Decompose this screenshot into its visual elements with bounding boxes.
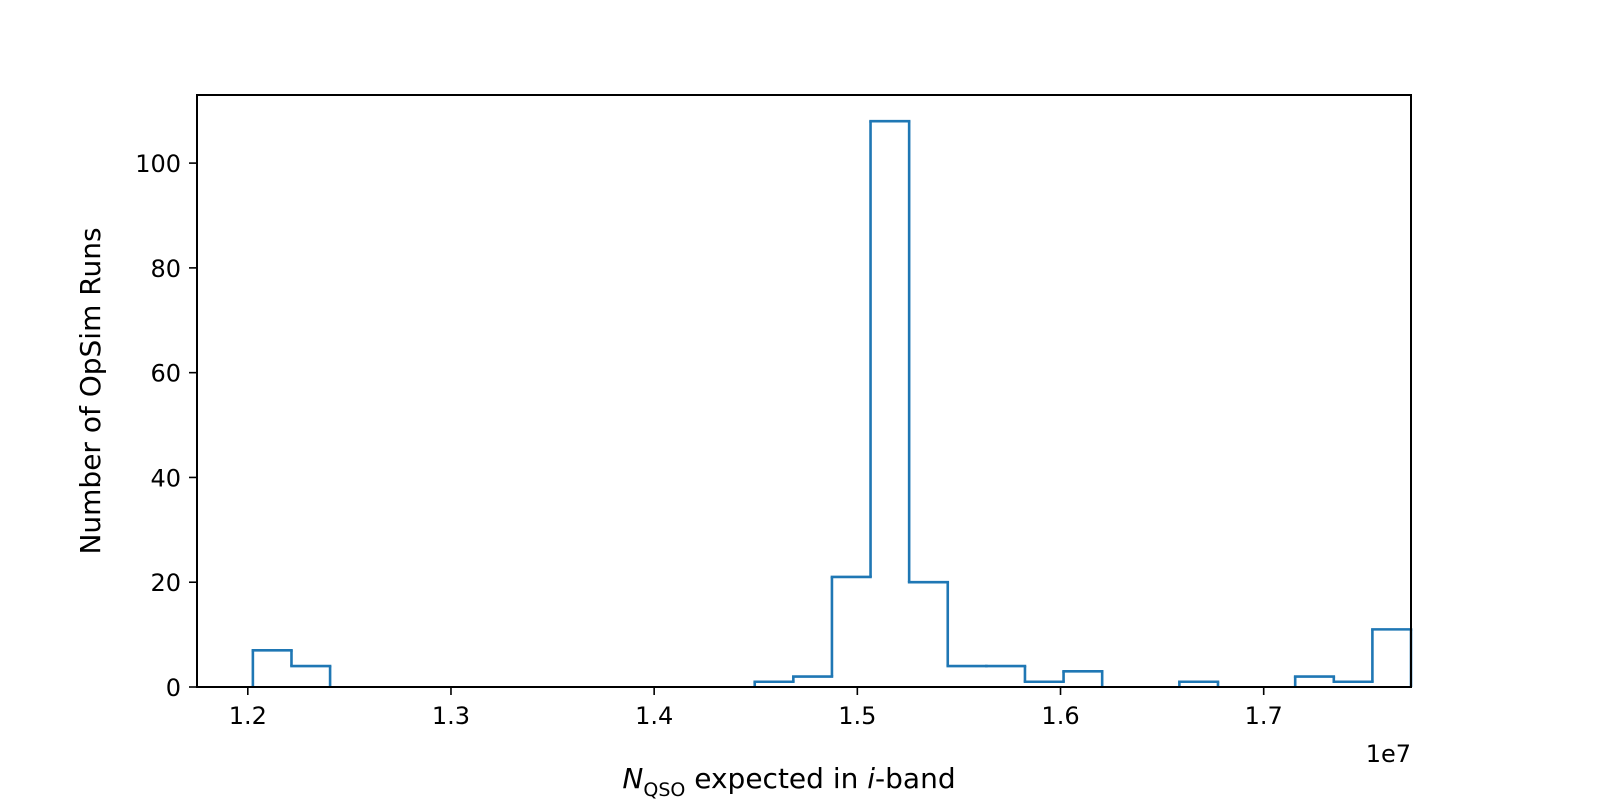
x-tick-label: 1.2 [229, 702, 267, 730]
y-axis-label: Number of OpSim Runs [74, 227, 107, 554]
x-axis-ticks: 1.2 1.3 1.4 1.5 1.6 1.7 [229, 687, 1283, 730]
y-tick-label: 100 [135, 150, 181, 178]
x-tick-label: 1.7 [1245, 702, 1283, 730]
x-axis-label-symbol: N [622, 762, 643, 795]
y-tick-label: 0 [166, 674, 181, 702]
x-tick-label: 1.6 [1041, 702, 1079, 730]
y-tick-label: 20 [150, 569, 181, 597]
x-axis-label-suffix: -band [875, 762, 956, 795]
x-axis-offset-label: 1e7 [1366, 740, 1411, 768]
y-axis-ticks: 0 20 40 60 80 100 [135, 150, 197, 702]
x-tick-label: 1.5 [838, 702, 876, 730]
x-axis-label-subscript: QSO [643, 779, 685, 800]
axes-frame [196, 94, 1412, 688]
plot-area [251, 119, 1413, 687]
x-axis-label: NQSO expected in i-band [622, 762, 955, 800]
x-axis-label-middle: expected in [685, 762, 867, 795]
x-axis-label-band: i [867, 762, 875, 795]
y-tick-label: 80 [150, 255, 181, 283]
y-tick-label: 40 [150, 464, 181, 492]
x-tick-label: 1.4 [635, 702, 673, 730]
y-tick-label: 60 [150, 360, 181, 388]
x-tick-label: 1.3 [432, 702, 470, 730]
